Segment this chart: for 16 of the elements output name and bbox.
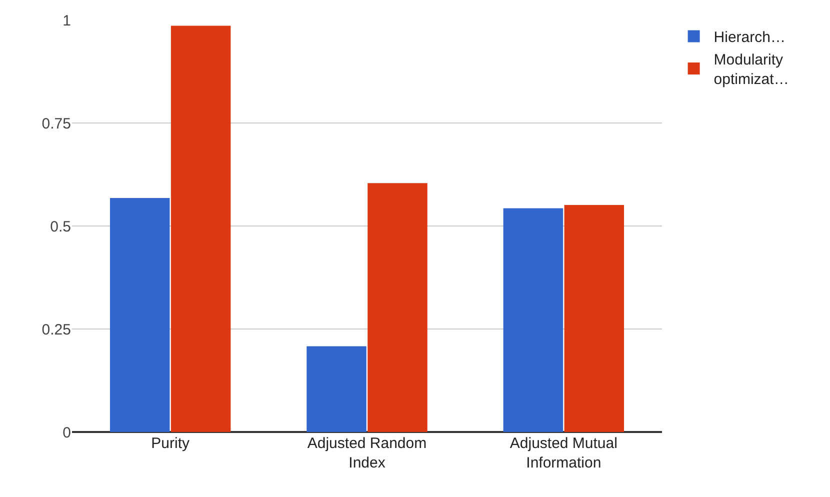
x-tick-label: Adjusted Random Index bbox=[307, 435, 427, 472]
y-tick-label: 0.5 bbox=[50, 218, 71, 236]
y-tick-label: 0.75 bbox=[42, 115, 71, 132]
legend-label: Hierarch… bbox=[714, 29, 786, 46]
bar bbox=[170, 26, 231, 432]
y-tick-label: 0.25 bbox=[42, 321, 71, 338]
legend-label: Modularity optimizat… bbox=[714, 52, 789, 88]
bar bbox=[110, 198, 170, 432]
bar bbox=[368, 183, 428, 432]
y-tick-label: 0 bbox=[62, 424, 71, 442]
bar bbox=[564, 204, 624, 432]
bar bbox=[503, 208, 564, 432]
bar bbox=[306, 346, 366, 432]
x-tick-label: Adjusted Mutual Information bbox=[510, 435, 618, 472]
x-tick-label: Purity bbox=[151, 435, 190, 452]
y-tick-label: 1 bbox=[62, 12, 71, 30]
